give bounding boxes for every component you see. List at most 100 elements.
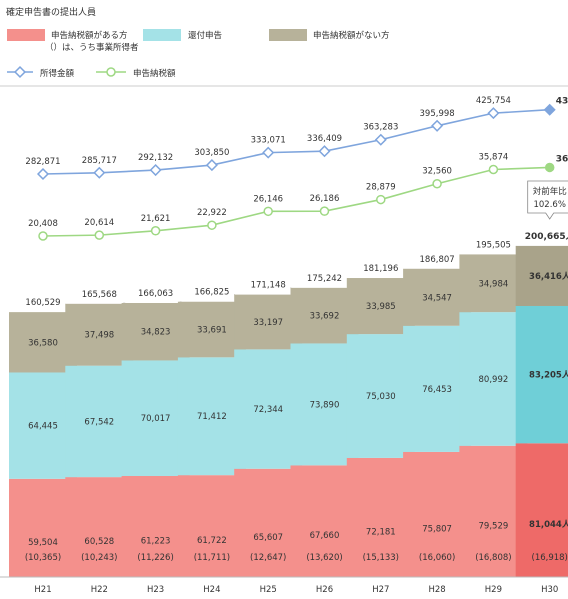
- label-refund-H22: 67,542: [84, 417, 114, 427]
- point-income-H30: [543, 103, 556, 116]
- label-taxpayers-H29: 79,529: [479, 521, 509, 531]
- legend-marker-tax: [106, 67, 116, 77]
- point-tax-H29: [488, 164, 499, 175]
- bar-segment-3-H30: [515, 245, 568, 306]
- yoy-callout: 対前年比 102.6%: [527, 180, 568, 220]
- label-total-H25: 171,148: [251, 281, 286, 291]
- point-income-H25: [262, 146, 275, 159]
- x-tick-H29: H29: [485, 585, 502, 595]
- label-refund-H29: 80,992: [479, 375, 509, 385]
- label-refund-H26: 73,890: [310, 400, 340, 410]
- label-total-H23: 166,063: [138, 289, 173, 299]
- label-refund-H28: 76,453: [422, 385, 452, 395]
- callout-line-2: 102.6%: [533, 200, 565, 210]
- label-tax-H25: 26,146: [253, 194, 283, 204]
- label-tax-H29: 35,874: [479, 152, 509, 162]
- x-tick-H23: H23: [147, 585, 164, 595]
- point-tax-H22: [94, 230, 105, 240]
- label-taxpayers-H27: 72,181: [366, 527, 396, 537]
- label-total-H27: 181,196: [363, 264, 398, 274]
- label-income-H27: 363,283: [363, 123, 398, 133]
- label-taxpayers-H23: 61,223: [141, 536, 171, 546]
- legend-swatch-taxpayers: [7, 29, 45, 41]
- point-income-H22: [93, 166, 106, 179]
- bar-segment-1-H30: [515, 443, 568, 577]
- label-income-H21: 282,871: [25, 157, 60, 167]
- line-series: 282,871 285,717 292,132 303,850 333,071 336,4…: [25, 96, 568, 241]
- legend-label-tax: 申告納税額: [133, 68, 176, 79]
- stacked-bars: [9, 245, 568, 577]
- label-taxpayers-H24: 61,722: [197, 536, 227, 546]
- label-tax-H28: 32,560: [422, 167, 452, 177]
- legend: 確定申告書の提出人員 申告納税額がある方 （）は、うち事業所得者 還付申告 申告…: [6, 6, 390, 79]
- label-total-H24: 166,825: [194, 288, 229, 298]
- label-tax-H27: 28,879: [366, 183, 396, 193]
- point-income-H28: [431, 119, 444, 132]
- label-refund-H25: 72,344: [253, 405, 283, 415]
- x-tick-H25: H25: [260, 585, 277, 595]
- point-tax-H30: [544, 162, 555, 173]
- label-income-H29: 425,754: [476, 96, 511, 106]
- label-income-H24: 303,850: [194, 148, 229, 158]
- label-business-H21: (10,365): [25, 553, 61, 563]
- legend-sublabel-taxpayers: （）は、うち事業所得者: [45, 42, 139, 53]
- point-income-H29: [487, 107, 500, 120]
- x-tick-H30: H30: [541, 585, 558, 595]
- label-no-tax-H29: 34,984: [479, 279, 509, 289]
- point-tax-H27: [376, 194, 386, 205]
- label-business-H27: (15,133): [363, 553, 399, 563]
- bar-labels: 59,504 (10,365) 64,445 36,580 160,529 60,528 (…: [25, 230, 568, 563]
- label-refund-H27: 75,030: [366, 392, 396, 402]
- label-no-tax-H24: 33,691: [197, 326, 227, 336]
- label-taxpayers-H26: 67,660: [310, 531, 340, 541]
- label-refund-H21: 64,445: [28, 422, 58, 432]
- x-tick-H22: H22: [91, 585, 108, 595]
- line-tax: [42, 166, 550, 237]
- point-income-H26: [318, 145, 331, 158]
- point-tax-H28: [432, 178, 442, 189]
- label-business-H30: (16,918): [532, 553, 568, 563]
- point-income-H23: [149, 164, 162, 177]
- label-tax-H24: 22,922: [197, 208, 227, 218]
- label-taxpayers-H25: 65,607: [253, 533, 283, 543]
- legend-swatch-no-tax: [269, 29, 307, 41]
- label-business-H26: (13,620): [306, 553, 342, 563]
- point-income-H27: [374, 133, 387, 146]
- label-no-tax-H21: 36,580: [28, 338, 58, 348]
- legend-label-taxpayers: 申告納税額がある方: [51, 30, 128, 41]
- label-income-H22: 285,717: [82, 156, 117, 166]
- label-total-H28: 186,807: [420, 255, 455, 265]
- x-tick-H28: H28: [428, 585, 445, 595]
- x-axis-ticks: H21 H22 H23 H24 H25 H26 H27 H28 H29 H30: [34, 585, 558, 595]
- legend-label-income: 所得金額: [40, 68, 75, 79]
- label-tax-H23: 21,621: [141, 214, 171, 224]
- label-total-H21: 160,529: [25, 298, 60, 308]
- label-total-H22: 165,568: [82, 290, 117, 300]
- point-income-H21: [36, 167, 50, 181]
- label-taxpayers-H30: 81,044人: [529, 519, 568, 530]
- callout-line-1: 対前年比: [533, 186, 567, 197]
- label-no-tax-H30: 36,416人: [529, 271, 568, 282]
- label-business-H24: (11,711): [194, 553, 230, 563]
- line-income: [42, 108, 550, 175]
- label-refund-H24: 71,412: [197, 412, 227, 422]
- label-no-tax-H22: 37,498: [84, 331, 114, 341]
- label-total-H26: 175,242: [307, 274, 342, 284]
- label-total-H29: 195,505: [476, 240, 511, 250]
- bar-segment-2-H30: [515, 305, 568, 444]
- label-taxpayers-H28: 75,807: [422, 524, 452, 534]
- label-tax-H26: 26,186: [310, 194, 340, 204]
- label-income-H23: 292,132: [138, 153, 173, 163]
- legend-title: 確定申告書の提出人員: [6, 6, 96, 18]
- label-tax-H21: 20,408: [28, 219, 58, 229]
- legend-label-no-tax: 申告納税額がない方: [313, 30, 390, 41]
- label-business-H28: (16,060): [419, 553, 455, 563]
- x-tick-H24: H24: [203, 585, 220, 595]
- label-business-H23: (11,226): [137, 553, 173, 563]
- point-tax-H24: [207, 220, 217, 230]
- point-tax-H25: [263, 206, 273, 217]
- label-income-H26: 336,409: [307, 134, 342, 144]
- label-no-tax-H27: 33,985: [366, 302, 396, 312]
- label-business-H22: (10,243): [81, 553, 117, 563]
- point-income-H24: [205, 159, 218, 172]
